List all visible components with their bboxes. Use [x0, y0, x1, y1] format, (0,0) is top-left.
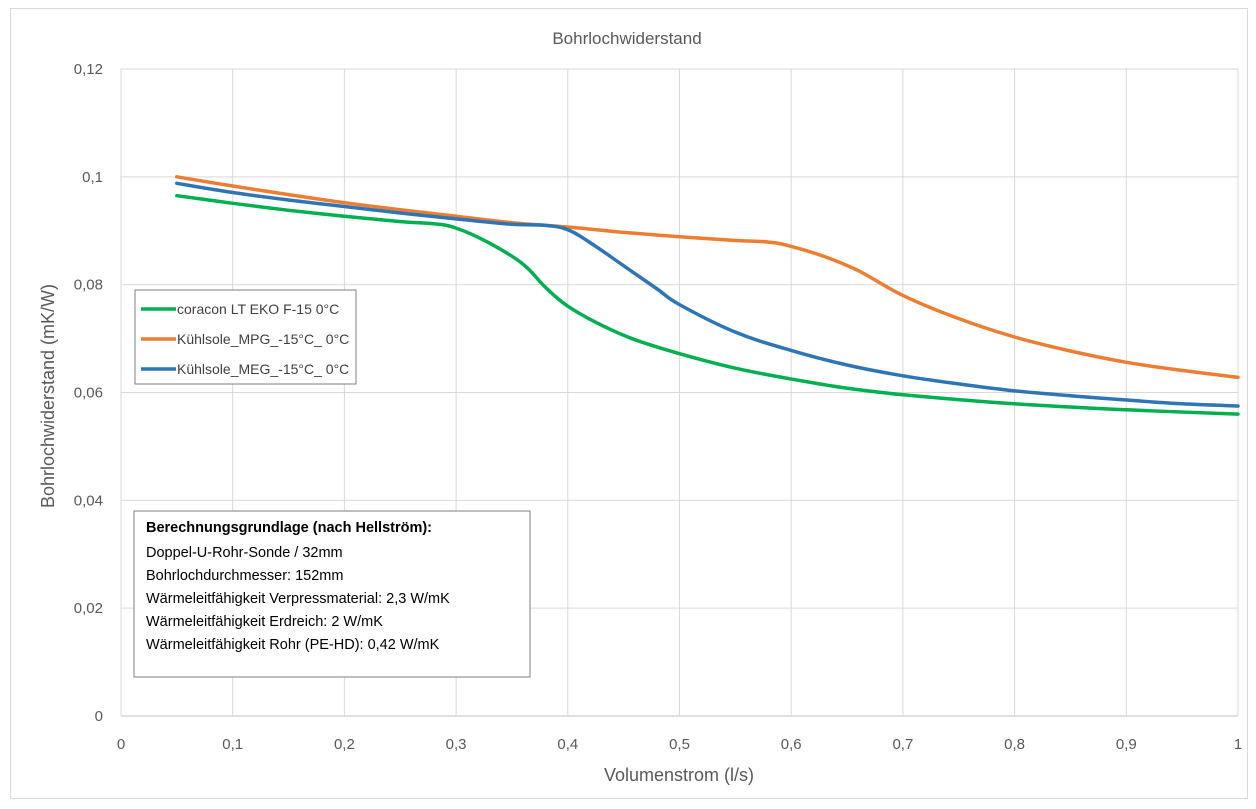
y-tick-label: 0,04	[74, 492, 103, 509]
x-tick-label: 0,5	[669, 736, 690, 753]
series-line-2	[175, 181, 1240, 408]
series-line-1	[175, 175, 1240, 380]
x-tick-labels: 0 0,1 0,2 0,3 0,4 0,5 0,6 0,7 0,8 0,9 1	[117, 736, 1242, 753]
y-tick-label: 0	[95, 708, 103, 725]
note-line: Doppel-U-Rohr-Sonde / 32mm	[146, 545, 343, 561]
y-tick-label: 0,06	[74, 385, 103, 402]
y-tick-label: 0,02	[74, 600, 103, 617]
series-lines	[175, 175, 1240, 416]
note-line: Wärmeleitfähigkeit Erdreich: 2 W/mK	[146, 614, 383, 630]
legend: coracon LT EKO F-15 0°C Kühlsole_MPG_-15°…	[134, 289, 357, 385]
note-line: Bohrlochdurchmesser: 152mm	[146, 568, 343, 584]
x-tick-label: 0,3	[446, 736, 467, 753]
chart-title: Bohrlochwiderstand	[552, 29, 701, 48]
y-tick-labels: 0 0,02 0,04 0,06 0,08 0,1 0,12	[74, 61, 103, 725]
x-tick-label: 0,1	[222, 736, 243, 753]
y-tick-label: 0,08	[74, 277, 103, 294]
y-tick-label: 0,1	[82, 169, 103, 186]
note-box	[133, 510, 531, 678]
legend-label: Kühlsole_MPG_-15°C_ 0°C	[177, 331, 349, 347]
x-tick-label: 0,9	[1116, 736, 1137, 753]
x-tick-label: 0,8	[1004, 736, 1025, 753]
note-line: Wärmeleitfähigkeit Verpressmaterial: 2,3…	[146, 591, 450, 607]
x-tick-label: 0,2	[334, 736, 355, 753]
legend-label: Kühlsole_MEG_-15°C_ 0°C	[177, 361, 349, 377]
x-tick-label: 0,4	[557, 736, 578, 753]
x-tick-label: 0,7	[892, 736, 913, 753]
x-tick-label: 0,6	[781, 736, 802, 753]
x-tick-label: 1	[1234, 736, 1242, 753]
series-line-0	[175, 193, 1240, 416]
calculation-note: Berechnungsgrundlage (nach Hellström): D…	[133, 510, 531, 678]
x-tick-label: 0	[117, 736, 125, 753]
x-axis-title: Volumenstrom (l/s)	[604, 765, 754, 785]
legend-label: coracon LT EKO F-15 0°C	[177, 301, 339, 317]
y-tick-label: 0,12	[74, 61, 103, 78]
y-axis-title: Bohrlochwiderstand (mK/W)	[38, 284, 58, 508]
note-heading: Berechnungsgrundlage (nach Hellström):	[146, 520, 432, 536]
note-line: Wärmeleitfähigkeit Rohr (PE-HD): 0,42 W/…	[146, 637, 440, 653]
